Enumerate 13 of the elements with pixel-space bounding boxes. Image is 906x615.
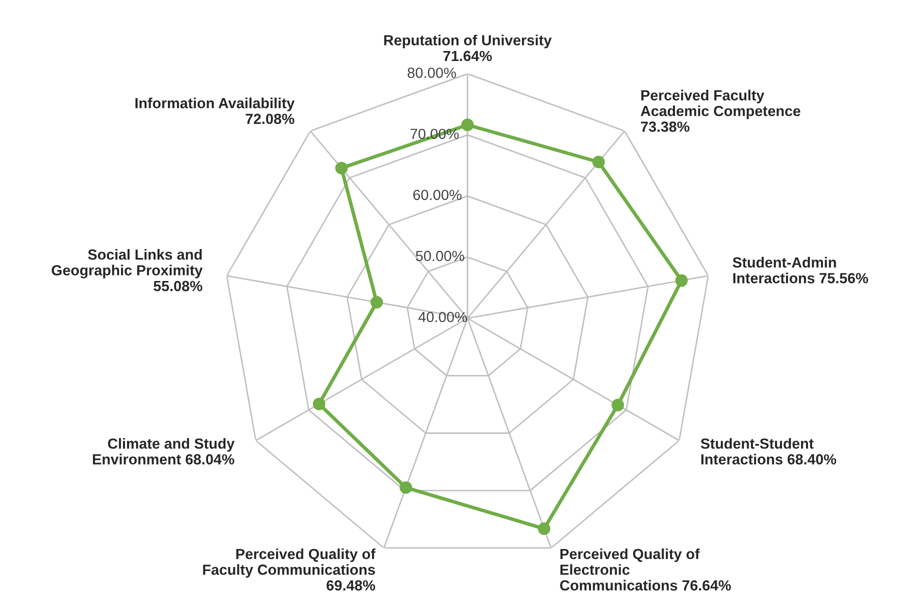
- spoke-label: Student-Student Interactions 68.40%: [700, 438, 836, 464]
- y-tick-label: 40.00%: [418, 312, 467, 322]
- y-tick-label: 50.00%: [416, 250, 464, 262]
- spoke-label: Student-Admin Interactions 75.56%: [732, 256, 868, 284]
- spoke-label: Social Links and Geographic Proximity 55.08%: [52, 249, 203, 292]
- y-tick-label: 80.00%: [408, 68, 456, 78]
- spoke-label: Perceived Quality of Electronic Communications 76.64%: [560, 548, 731, 591]
- spoke-label: Information Availability 72.08%: [135, 98, 295, 124]
- spoke-label: Climate and Study Environment 68.04%: [92, 438, 235, 464]
- spoke-label: Perceived Quality of Faculty Communications 69.48%: [203, 548, 376, 591]
- spoke-label: Perceived Faculty Academic Competence 73.38%: [640, 90, 800, 132]
- y-tick-label: 60.00%: [413, 190, 462, 200]
- spoke-label: Reputation of University 71.64%: [384, 34, 552, 62]
